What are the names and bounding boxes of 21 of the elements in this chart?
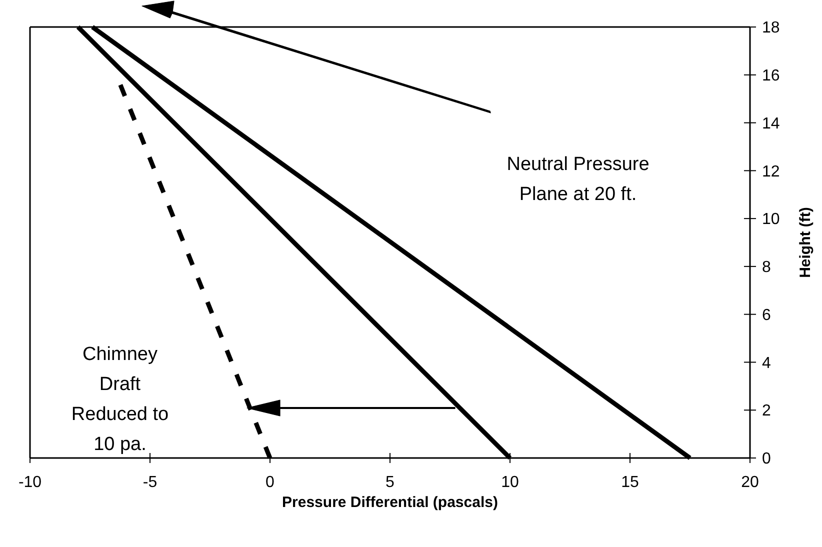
- y-tick-label: 8: [762, 259, 771, 276]
- annotation: Chimney Draft Reduced to 10 pa.: [71, 344, 169, 455]
- annotation: Neutral Pressure Plane at 20 ft.: [506, 154, 650, 205]
- y-tick-label: 12: [762, 163, 780, 180]
- x-tick-label: -10: [18, 474, 42, 491]
- x-tick-label: 5: [386, 474, 395, 491]
- x-axis-title: Pressure Differential (pascals): [282, 494, 498, 511]
- x-tick-label: 20: [741, 474, 759, 491]
- y-tick-label: 18: [762, 20, 780, 37]
- x-tick-label: 10: [501, 474, 519, 491]
- x-tick-label: 15: [621, 474, 639, 491]
- y-tick-label: 4: [762, 354, 771, 372]
- x-tick-label: 0: [266, 474, 275, 491]
- y-tick-label: 16: [762, 67, 780, 84]
- x-tick-label: -5: [142, 474, 158, 491]
- y-tick-label: 6: [762, 306, 771, 324]
- y-tick-label: 2: [762, 402, 771, 420]
- y-axis-title: Height (ft): [797, 207, 814, 278]
- y-tick-label: 0: [762, 450, 771, 468]
- y-tick-label: 14: [762, 115, 780, 132]
- y-tick-label: 10: [762, 211, 780, 228]
